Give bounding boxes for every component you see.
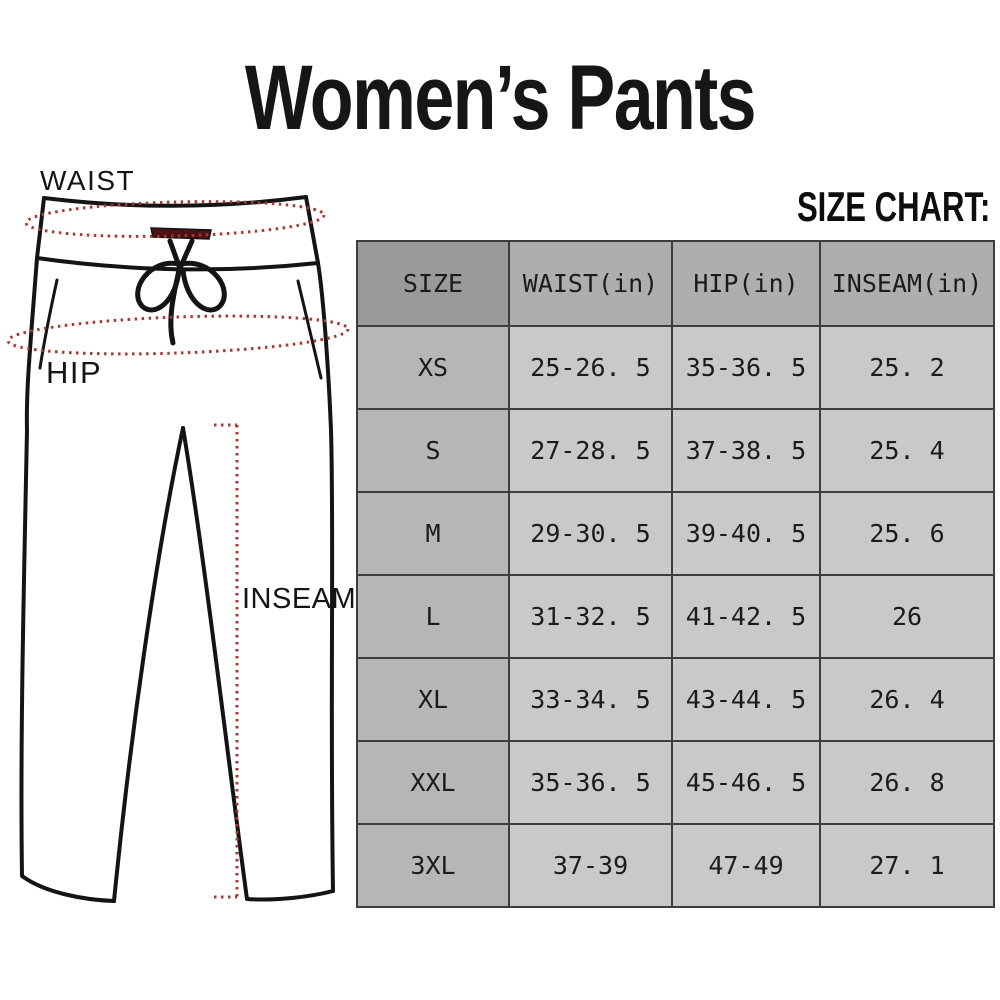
table-row-l: L 31-32. 5 41-42. 5 26: [356, 574, 995, 659]
inseam-cell: 26. 8: [819, 740, 995, 825]
waist-cell: 37-39: [508, 823, 673, 908]
inseam-cell: 26. 4: [819, 657, 995, 742]
waist-cell: 33-34. 5: [508, 657, 673, 742]
size-table-header-row: SIZE WAIST(in) HIP(in) INSEAM(in): [356, 240, 995, 327]
drawstring-bow: [135, 238, 227, 346]
hip-label: HIP: [46, 355, 102, 390]
table-row-xxl: XXL 35-36. 5 45-46. 5 26. 8: [356, 740, 995, 825]
header-size: SIZE: [356, 240, 510, 327]
hip-cell: 47-49: [671, 823, 821, 908]
hip-cell: 41-42. 5: [671, 574, 821, 659]
hip-cell: 35-36. 5: [671, 325, 821, 410]
header-inseam: INSEAM(in): [819, 240, 995, 327]
size-cell: S: [356, 408, 510, 493]
page-title-text: Women’s Pants: [244, 47, 757, 149]
page-title: Women’s Pants: [0, 52, 1000, 144]
hip-cell: 37-38. 5: [671, 408, 821, 493]
waist-cell: 29-30. 5: [508, 491, 673, 576]
size-cell: XXL: [356, 740, 510, 825]
waist-cell: 27-28. 5: [508, 408, 673, 493]
hip-cell: 39-40. 5: [671, 491, 821, 576]
hip-cell: 45-46. 5: [671, 740, 821, 825]
size-cell: 3XL: [356, 823, 510, 908]
waist-measure-ellipse: [24, 200, 326, 238]
size-chart-heading: SIZE CHART:: [729, 186, 990, 228]
table-row-xs: XS 25-26. 5 35-36. 5 25. 2: [356, 325, 995, 410]
hip-measure-ellipse: [6, 314, 350, 356]
size-table: SIZE WAIST(in) HIP(in) INSEAM(in) XS 25-…: [356, 240, 995, 908]
size-cell: M: [356, 491, 510, 576]
inseam-cell: 25. 4: [819, 408, 995, 493]
waist-cell: 31-32. 5: [508, 574, 673, 659]
waist-cell: 25-26. 5: [508, 325, 673, 410]
table-row-s: S 27-28. 5 37-38. 5 25. 4: [356, 408, 995, 493]
drawstring-bar: [150, 227, 212, 240]
hip-cell: 43-44. 5: [671, 657, 821, 742]
inseam-cell: 25. 6: [819, 491, 995, 576]
pants-outline: [19, 195, 335, 903]
inseam-cell: 27. 1: [819, 823, 995, 908]
table-row-xl: XL 33-34. 5 43-44. 5 26. 4: [356, 657, 995, 742]
header-waist: WAIST(in): [508, 240, 673, 327]
waist-cell: 35-36. 5: [508, 740, 673, 825]
pants-diagram: WAIST HIP INSEAM: [6, 165, 356, 903]
waist-label: WAIST: [40, 165, 135, 196]
table-row-m: M 29-30. 5 39-40. 5 25. 6: [356, 491, 995, 576]
size-cell: XS: [356, 325, 510, 410]
inseam-label: INSEAM: [242, 583, 356, 615]
measure-lines: [6, 200, 350, 899]
header-hip: HIP(in): [671, 240, 821, 327]
size-cell: L: [356, 574, 510, 659]
inseam-cell: 25. 2: [819, 325, 995, 410]
table-row-3xl: 3XL 37-39 47-49 27. 1: [356, 823, 995, 908]
size-chart-heading-text: SIZE CHART:: [796, 183, 990, 230]
inseam-cell: 26: [819, 574, 995, 659]
size-cell: XL: [356, 657, 510, 742]
